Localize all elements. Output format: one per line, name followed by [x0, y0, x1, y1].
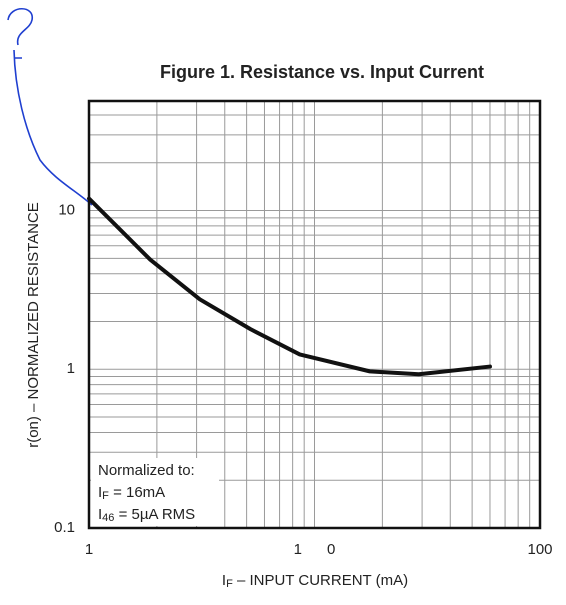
x-axis-label-part: I	[222, 572, 226, 589]
annotation-line-part: I	[98, 506, 102, 523]
y-axis-label: r(on) – NORMALIZED RESISTANCE	[25, 202, 42, 448]
y-tick-label: 1	[67, 360, 75, 377]
annotation-line: IF = 16mA	[98, 484, 165, 502]
annotation-line-part: = 5µA RMS	[114, 506, 195, 523]
chart-title: Figure 1. Resistance vs. Input Current	[160, 62, 484, 82]
handwritten-scribble	[7, 7, 93, 206]
annotation-line-part: F	[102, 490, 109, 502]
x-axis-label-part: F	[226, 578, 233, 590]
annotation-line: I46 = 5µA RMS	[98, 506, 195, 524]
annotation-line-part: = 16mA	[109, 484, 165, 501]
annotation-line-part: I	[98, 484, 102, 501]
annotation-line: Normalized to:	[98, 462, 195, 479]
x-tick-label: 1	[85, 541, 93, 558]
y-tick-label: 10	[58, 202, 75, 219]
annotation-box	[91, 458, 219, 526]
x-tick-label: 100	[527, 541, 552, 558]
x-axis-label-part: – INPUT CURRENT (mA)	[233, 572, 408, 589]
y-tick-label: 0.1	[54, 519, 75, 536]
x-tick-label: 1 0	[294, 541, 336, 558]
plot-frame	[87, 99, 542, 530]
data-line	[87, 196, 492, 377]
annotation-line-part: 46	[102, 512, 114, 524]
x-axis-label: IF – INPUT CURRENT (mA)	[222, 572, 408, 590]
